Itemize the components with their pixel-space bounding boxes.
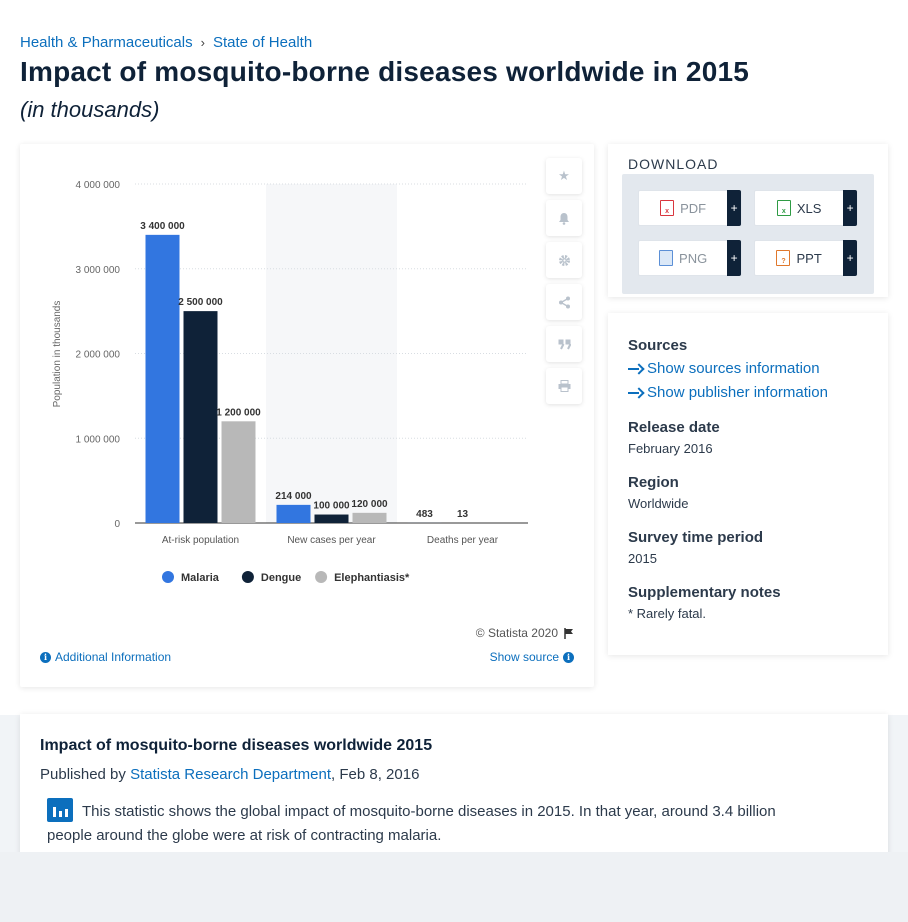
survey-period-value: 2015: [628, 551, 657, 566]
page-header: [0, 0, 908, 145]
bell-icon[interactable]: [546, 200, 582, 236]
info-panel: Sources Show sources information Show pu…: [608, 313, 888, 655]
legend-marker: [162, 571, 174, 583]
star-icon[interactable]: ★: [546, 158, 582, 194]
additional-info-label: Additional Information: [55, 650, 172, 664]
release-date-heading: Release date: [628, 419, 720, 436]
download-pdf-button[interactable]: x PDF +: [638, 189, 742, 226]
y-tick-label: 4 000 000: [76, 180, 121, 191]
png-label: PNG: [679, 250, 708, 266]
show-source-label: Show source: [489, 650, 559, 664]
ppt-label: PPT: [796, 250, 822, 266]
region-heading: Region: [628, 474, 679, 491]
download-buttons-box: x PDF + x XLS + PNG + ? PPT +: [622, 174, 874, 294]
sources-heading: Sources: [628, 337, 688, 354]
y-tick-label: 1 000 000: [76, 434, 121, 445]
bar-chart: 0 1 000 000 2 000 000 3 000 000 4 000 000 Pop…: [52, 180, 528, 584]
description-card: Impact of mosquito-borne diseases worldw…: [20, 714, 888, 874]
page-subtitle: (in thousands): [20, 97, 160, 122]
pdf-file-icon: x: [660, 200, 675, 216]
show-publisher-link[interactable]: Show publisher information: [628, 384, 828, 401]
chart-copyright: © Statista 2020: [476, 626, 574, 640]
release-date-value: February 2016: [628, 441, 713, 456]
download-png-button[interactable]: PNG +: [638, 239, 742, 276]
legend-label: Dengue: [261, 572, 301, 584]
arrow-right-icon: [628, 388, 642, 398]
x-tick-label: At-risk population: [162, 535, 239, 546]
show-sources-label: Show sources information: [647, 360, 820, 377]
pdf-label: PDF: [680, 200, 707, 216]
x-tick-label: Deaths per year: [427, 535, 499, 546]
published-by-label: Published by: [40, 766, 126, 783]
info-icon: i: [40, 651, 51, 663]
plus-icon: +: [843, 189, 857, 226]
bar-dengue: [183, 311, 218, 523]
author-link[interactable]: Statista Research Department: [130, 766, 332, 783]
data-label: 483: [416, 509, 433, 520]
data-label: 100 000: [313, 501, 350, 512]
data-label: 3 400 000: [140, 221, 185, 232]
published-by: Published by Statista Research Departmen…: [40, 766, 419, 783]
breadcrumb-separator: ›: [200, 35, 205, 50]
share-icon[interactable]: [546, 284, 582, 320]
plus-icon: +: [843, 239, 857, 276]
data-label: 13: [457, 509, 469, 520]
bar-elephantiasis: [352, 512, 387, 523]
show-source-link[interactable]: Show source i: [490, 650, 574, 664]
publish-date: , Feb 8, 2016: [331, 766, 420, 783]
legend-label: Malaria: [181, 572, 220, 584]
legend-marker: [241, 571, 254, 583]
copyright-text: © Statista 2020: [475, 626, 558, 640]
y-tick-label: 3 000 000: [76, 265, 121, 276]
legend-label: Elephantiasis*: [334, 572, 410, 584]
xls-file-icon: x: [776, 200, 791, 216]
supplementary-notes-heading: Supplementary notes: [628, 584, 781, 601]
bar-malaria: [276, 504, 311, 523]
additional-info-link[interactable]: i Additional Information: [40, 650, 171, 664]
y-tick-label: 0: [114, 519, 120, 530]
gear-icon[interactable]: [546, 242, 582, 278]
y-tick-label: 2 000 000: [76, 350, 121, 361]
download-panel: DOWNLOAD x PDF + x XLS + PNG + ?: [608, 144, 888, 297]
arrow-right-icon: [628, 364, 642, 374]
show-publisher-label: Show publisher information: [647, 384, 828, 401]
download-heading: DOWNLOAD: [628, 156, 719, 172]
quote-icon[interactable]: [546, 326, 582, 362]
download-xls-button[interactable]: x XLS +: [754, 189, 858, 226]
png-file-icon: [659, 250, 674, 266]
y-axis-label: Population in thousands: [52, 301, 63, 408]
supplementary-notes-value: * Rarely fatal.: [628, 606, 707, 621]
survey-period-heading: Survey time period: [628, 529, 764, 546]
data-label: 120 000: [351, 499, 388, 510]
bar-malaria: [145, 234, 180, 523]
ppt-file-icon: ?: [776, 250, 791, 266]
plus-icon: +: [727, 189, 741, 226]
statistic-icon: [47, 798, 73, 822]
data-label: 2 500 000: [178, 297, 223, 308]
chart-toolbar: ★: [546, 158, 582, 404]
breadcrumb-parent-link[interactable]: Health & Pharmaceuticals: [20, 34, 193, 51]
show-sources-link[interactable]: Show sources information: [628, 360, 820, 377]
xls-label: XLS: [796, 200, 822, 216]
bottom-band: [0, 852, 908, 922]
description-text: This statistic shows the global impact o…: [47, 803, 776, 844]
info-icon: i: [563, 651, 574, 663]
flag-icon[interactable]: [564, 627, 574, 639]
download-ppt-button[interactable]: ? PPT +: [754, 239, 858, 276]
chart-card: 0 1 000 000 2 000 000 3 000 000 4 000 000 Pop…: [20, 144, 594, 687]
description-title: Impact of mosquito-borne diseases worldw…: [40, 737, 433, 754]
bar-elephantiasis: [221, 421, 256, 523]
breadcrumb: Health & Pharmaceuticals › State of Heal…: [20, 34, 312, 51]
legend-marker: [315, 571, 328, 583]
x-tick-label: New cases per year: [287, 535, 376, 546]
region-value: Worldwide: [628, 496, 689, 511]
print-icon[interactable]: [546, 368, 582, 404]
bar-dengue: [314, 514, 349, 523]
plus-icon: +: [727, 239, 741, 276]
breadcrumb-current-link[interactable]: State of Health: [212, 34, 313, 51]
data-label: 1 200 000: [216, 407, 261, 418]
data-label: 214 000: [275, 491, 312, 502]
page-title: Impact of mosquito-borne diseases worldw…: [20, 56, 750, 87]
